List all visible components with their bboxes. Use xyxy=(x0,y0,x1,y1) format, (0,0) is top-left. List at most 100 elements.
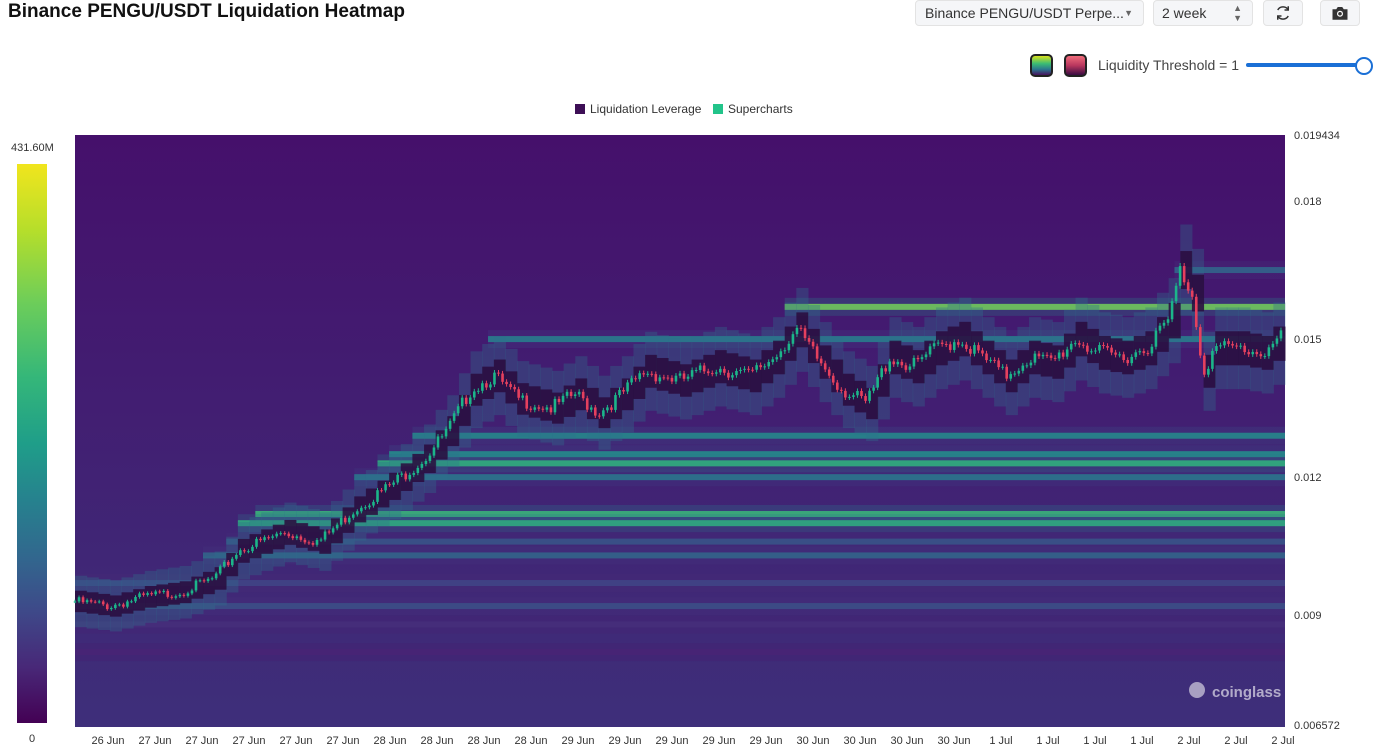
candle-body xyxy=(388,484,391,486)
price-cleared-zone xyxy=(866,387,879,420)
candle-body xyxy=(1069,343,1073,350)
legend-label-supercharts: Supercharts xyxy=(728,102,793,116)
candle-body xyxy=(505,381,508,385)
candle-body xyxy=(1065,349,1069,357)
x-tick-label: 30 Jun xyxy=(796,735,829,747)
candle-body xyxy=(97,601,101,603)
price-cleared-zone xyxy=(761,350,774,384)
candle-body xyxy=(961,344,964,346)
threshold-slider-track[interactable] xyxy=(1246,63,1364,67)
candle-body xyxy=(549,407,553,413)
candle-body xyxy=(485,383,488,388)
candle-body xyxy=(904,365,908,370)
candle-body xyxy=(1086,345,1089,352)
price-cleared-zone xyxy=(982,340,995,375)
price-cleared-zone xyxy=(284,519,297,545)
candle-body xyxy=(1001,366,1004,368)
candle-body xyxy=(93,601,97,603)
range-select-value: 2 week xyxy=(1162,5,1207,21)
candle-body xyxy=(319,539,323,541)
price-cleared-zone xyxy=(586,387,600,420)
threshold-slider-thumb[interactable] xyxy=(1355,57,1373,75)
screenshot-button[interactable] xyxy=(1320,0,1360,26)
candle-body xyxy=(1041,354,1045,357)
candle-body xyxy=(235,554,238,559)
candle-body xyxy=(763,366,766,368)
legend-item-supercharts[interactable]: Supercharts xyxy=(713,102,793,116)
candle-body xyxy=(1029,362,1033,366)
price-cleared-zone xyxy=(528,386,541,418)
x-tick-label: 29 Jun xyxy=(702,735,735,747)
x-tick-label: 27 Jun xyxy=(326,735,359,747)
candle-body xyxy=(650,373,654,375)
candle-body xyxy=(719,368,722,373)
x-tick-label: 29 Jun xyxy=(749,735,782,747)
candle-body xyxy=(1182,266,1186,283)
x-tick-label: 1 Jul xyxy=(1036,735,1059,747)
candle-body xyxy=(1263,356,1267,358)
candle-body xyxy=(142,593,145,595)
liquidity-band xyxy=(389,451,1285,458)
price-cleared-zone xyxy=(377,480,390,508)
candle-body xyxy=(908,366,912,370)
candle-body xyxy=(533,407,537,410)
candle-body xyxy=(977,345,980,351)
candle-body xyxy=(529,408,533,410)
candle-body xyxy=(674,375,678,382)
range-select[interactable]: 2 week ▲ ▼ xyxy=(1153,0,1253,26)
heatmap-plot-area xyxy=(75,135,1285,727)
candle-body xyxy=(198,580,202,582)
candle-body xyxy=(452,413,456,421)
candle-body xyxy=(1057,352,1061,359)
candle-body xyxy=(1017,370,1021,374)
candle-body xyxy=(589,407,593,410)
price-cleared-zone xyxy=(656,357,669,391)
candle-body xyxy=(335,524,339,529)
candle-body xyxy=(1211,350,1214,369)
candle-body xyxy=(1178,266,1182,286)
candle-body xyxy=(969,348,972,354)
candle-body xyxy=(751,369,754,371)
candle-body xyxy=(1134,352,1138,357)
candle-body xyxy=(642,373,645,375)
candle-body xyxy=(1122,354,1125,360)
candle-body xyxy=(844,390,847,398)
candle-body xyxy=(989,359,992,361)
price-cleared-zone xyxy=(296,523,309,548)
candle-body xyxy=(81,597,85,603)
candle-body xyxy=(110,608,113,610)
candle-body xyxy=(811,341,815,347)
candle-body xyxy=(364,507,367,509)
page-title: Binance PENGU/USDT Liquidation Heatmap xyxy=(8,1,405,22)
liquidity-band-glow xyxy=(75,615,1285,634)
legend-item-liquidation-leverage[interactable]: Liquidation Leverage xyxy=(575,102,701,116)
candle-body xyxy=(1186,282,1190,291)
x-tick-label: 29 Jun xyxy=(655,735,688,747)
exchange-select[interactable]: Binance PENGU/USDT Perpe... ▼ xyxy=(915,0,1144,26)
candle-body xyxy=(795,327,799,335)
x-tick-label: 27 Jun xyxy=(232,735,265,747)
price-cleared-zone xyxy=(575,378,588,411)
price-cleared-zone xyxy=(1110,338,1123,373)
y-tick-label: 0.015 xyxy=(1294,334,1322,346)
liquidity-band xyxy=(1174,267,1285,274)
candle-body xyxy=(1045,354,1049,356)
price-cleared-zone xyxy=(1273,326,1286,361)
candle-body xyxy=(573,394,577,396)
liquidity-band-glow xyxy=(784,297,1285,316)
candle-body xyxy=(279,533,282,535)
liquidity-band xyxy=(784,303,1285,310)
price-cleared-zone xyxy=(202,571,216,595)
refresh-button[interactable] xyxy=(1263,0,1303,26)
candle-body xyxy=(545,407,549,410)
x-tick-label: 28 Jun xyxy=(420,735,453,747)
magma-palette-swatch[interactable] xyxy=(1064,54,1087,77)
x-tick-label: 27 Jun xyxy=(138,735,171,747)
candle-body xyxy=(1150,346,1154,354)
candle-body xyxy=(997,360,1000,368)
candle-body xyxy=(283,533,287,535)
viridis-palette-swatch[interactable] xyxy=(1030,54,1053,77)
candle-body xyxy=(210,578,214,580)
candle-body xyxy=(747,368,750,370)
